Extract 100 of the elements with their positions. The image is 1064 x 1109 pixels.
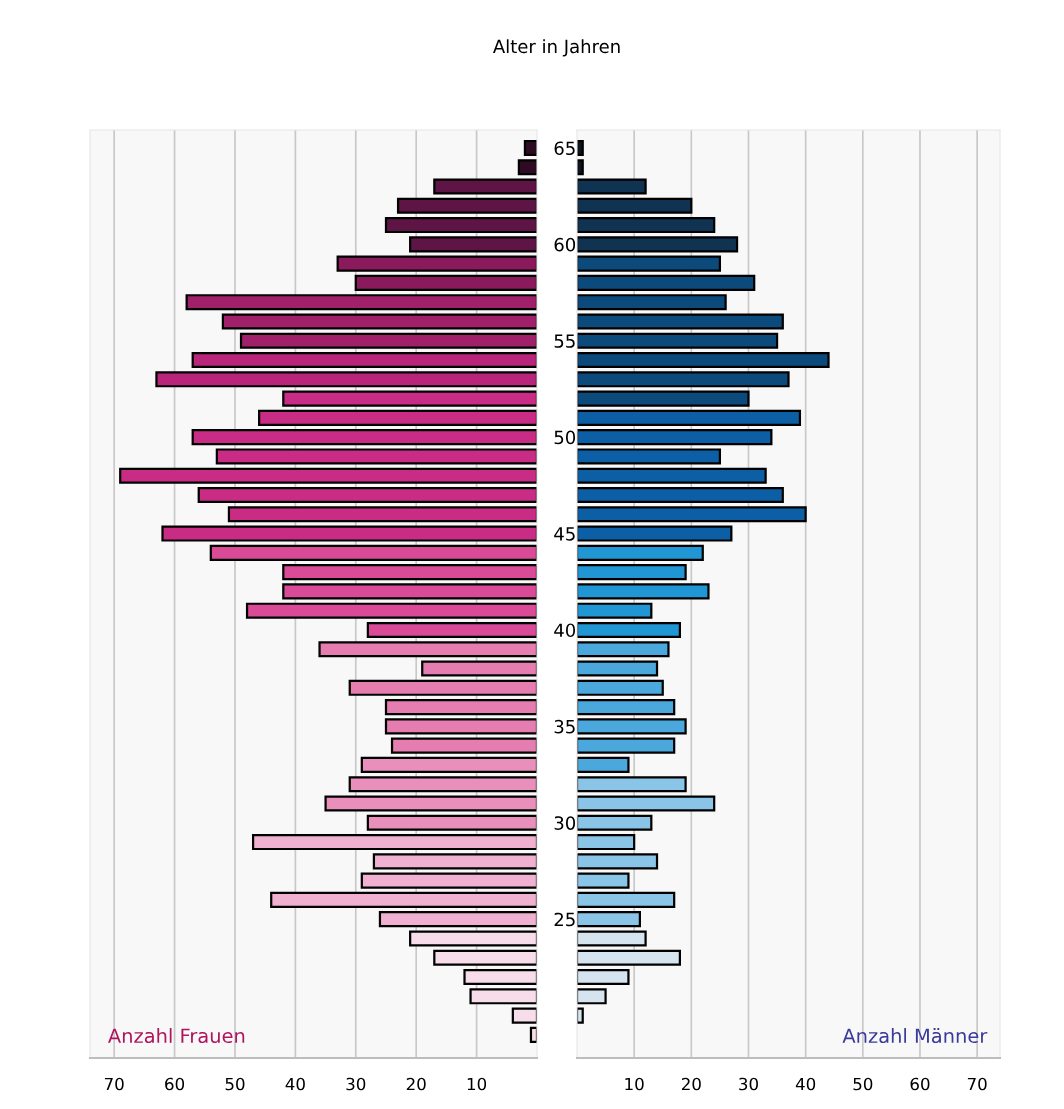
bar [270,891,537,908]
bar [258,409,537,426]
bar [336,255,537,272]
x-tick-label: 10 [467,1077,487,1091]
bar [577,641,670,658]
x-tick-label: 70 [104,1077,124,1091]
bar [577,930,647,947]
bar [577,544,704,561]
x-tick-label: 40 [285,1077,305,1091]
bar [390,737,537,754]
bar [577,486,784,504]
bar [577,139,584,156]
y-tick-label: 45 [554,527,575,541]
bar [577,834,636,851]
bar [469,988,537,1005]
y-tick-label: 60 [554,237,576,252]
x-tick-label: 70 [967,1077,987,1091]
bar [577,699,676,716]
bar [577,274,756,291]
bar [348,776,537,793]
bar [119,467,537,484]
bar [409,236,537,253]
bar [577,602,653,619]
bar [384,217,537,234]
bar [348,679,537,696]
bar [577,448,722,465]
bar [523,139,537,156]
bar [396,197,537,214]
bar [577,236,739,253]
x-tick-label: 60 [910,1077,930,1091]
bar [577,294,727,311]
x-tick-label: 50 [853,1077,873,1091]
bar [155,371,537,388]
bar [197,486,537,504]
bar [577,525,733,542]
bar [511,1007,537,1024]
x-tick-label: 60 [165,1077,185,1091]
bar [372,853,537,870]
bar [577,853,659,870]
y-tick-label: 65 [554,141,575,156]
bar [384,718,537,735]
y-tick-label: 55 [554,334,575,348]
bar [577,814,653,831]
y-tick-label: 40 [554,623,576,638]
bar [384,699,537,716]
bar [577,718,687,735]
y-tick-label: 50 [554,430,576,445]
bar [577,776,687,793]
bar [354,274,537,291]
bar [577,217,716,234]
x-tick-label: 10 [625,1077,644,1091]
x-tick-label: 40 [795,1077,816,1091]
bar [245,602,537,619]
bar [577,872,630,889]
bar [577,621,681,639]
bar [251,834,537,851]
bar [227,506,537,523]
bar [360,872,537,889]
bar [577,564,687,581]
bar [577,583,710,600]
y-tick-label: 35 [554,719,575,734]
bar [577,968,630,986]
bar [577,409,802,426]
bar [282,390,537,407]
bar [378,911,537,928]
bar [463,968,537,986]
bar [433,949,537,966]
bar [577,891,676,908]
bar [577,332,779,349]
bar [209,544,537,561]
bar [161,525,537,542]
bar [282,564,537,581]
bar [282,583,537,600]
y-tick-label: 25 [554,912,575,927]
bar [577,159,584,176]
bar [366,621,537,639]
bar [318,641,537,658]
x-axis-title: Anzahl Männer [842,1028,988,1044]
bar [577,1007,584,1024]
x-tick-label: 50 [225,1077,245,1091]
y-tick-label: 30 [554,816,576,830]
x-tick-label: 30 [346,1077,366,1091]
bar [577,949,681,966]
bar [577,197,693,214]
bar [409,930,537,947]
bar [577,467,767,484]
bar [577,679,664,696]
bar [577,390,750,407]
bar [577,795,716,812]
bar [577,313,784,330]
bar [577,737,676,754]
bar [577,660,659,677]
bar [577,756,630,773]
bar [577,351,830,369]
bar [577,255,722,272]
bar [215,448,537,465]
bar [191,429,537,446]
bar [517,159,537,176]
bar [191,351,537,369]
x-axis-title: Anzahl Frauen [108,1028,245,1044]
